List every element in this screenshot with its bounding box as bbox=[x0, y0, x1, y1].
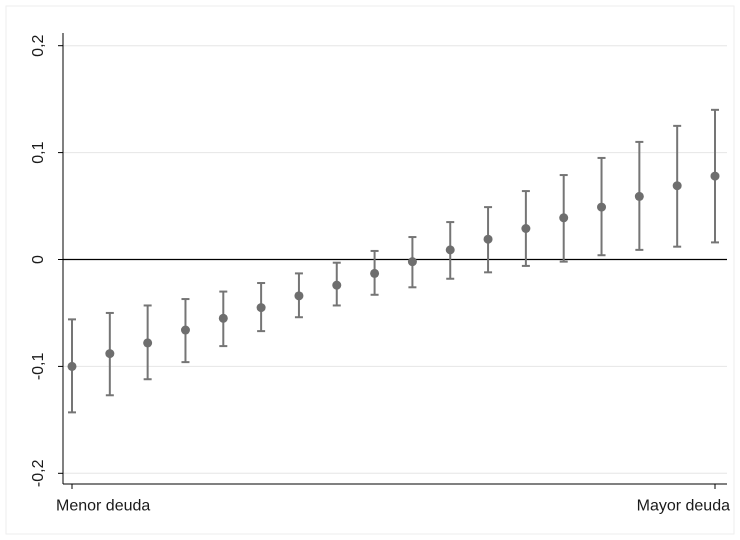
y-tick-label: -0,2 bbox=[30, 459, 47, 487]
data-point bbox=[407, 257, 417, 267]
data-point bbox=[521, 223, 531, 233]
data-point bbox=[105, 349, 115, 359]
data-point bbox=[559, 213, 569, 223]
data-point bbox=[143, 338, 153, 348]
data-point bbox=[218, 313, 228, 323]
data-point bbox=[256, 303, 266, 313]
y-tick-label: 0,2 bbox=[30, 34, 47, 56]
data-point bbox=[332, 280, 342, 290]
x-tick-label-mayor: Mayor deuda bbox=[637, 498, 730, 515]
plot-frame bbox=[5, 5, 735, 535]
data-point bbox=[597, 202, 607, 212]
data-point bbox=[634, 191, 644, 201]
data-point bbox=[672, 181, 682, 191]
data-point bbox=[180, 325, 190, 335]
y-tick-label: -0,1 bbox=[30, 353, 47, 381]
data-point bbox=[67, 361, 77, 371]
data-point bbox=[370, 268, 380, 278]
x-tick-label-menor: Menor deuda bbox=[56, 498, 150, 515]
grid-lines bbox=[63, 45, 727, 474]
data-point bbox=[483, 234, 493, 244]
y-tick-label: 0,1 bbox=[30, 141, 47, 163]
y-tick-label: 0 bbox=[30, 255, 47, 264]
data-point bbox=[294, 291, 304, 301]
data-points bbox=[67, 171, 720, 371]
data-point bbox=[710, 171, 720, 181]
data-point bbox=[445, 245, 455, 255]
axes bbox=[58, 33, 727, 489]
tick-labels: -0,2 -0,1 0 0,1 0,2 Menor deuda Mayor deuda bbox=[30, 34, 730, 514]
